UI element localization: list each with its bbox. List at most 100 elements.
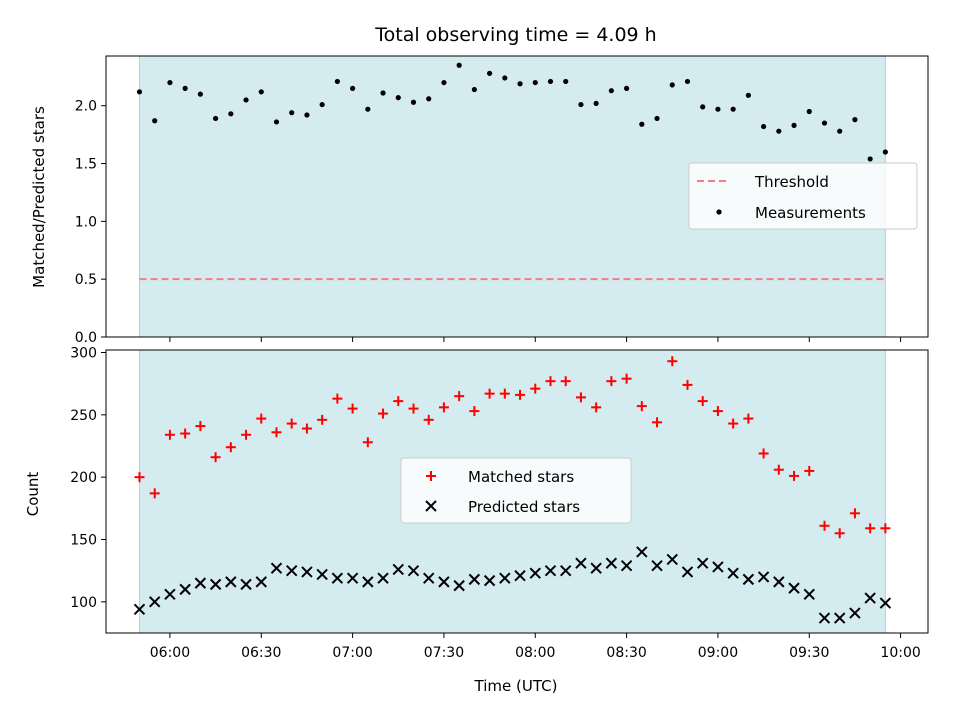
predicted-star-point-b <box>834 612 846 624</box>
measurement-point <box>395 95 401 101</box>
predicted-star-point <box>544 564 557 577</box>
predicted-star-point-b <box>316 568 328 581</box>
predicted-star-point-b <box>864 592 876 604</box>
measurement-point <box>471 86 477 93</box>
predicted-star-point <box>270 562 283 574</box>
measurement-point <box>273 119 280 125</box>
predicted-star-point <box>362 576 374 588</box>
matched-star-point <box>545 376 556 387</box>
predicted-star-point-b <box>636 546 648 558</box>
predicted-star-point <box>849 607 861 619</box>
predicted-star-point-b <box>133 603 146 616</box>
predicted-star-point <box>651 559 663 572</box>
predicted-star-point <box>392 563 404 576</box>
predicted-star-point <box>788 582 800 594</box>
predicted-star-point <box>636 546 648 558</box>
matched-star-point <box>758 448 769 459</box>
predicted-star-point <box>407 564 420 577</box>
predicted-star-point-b <box>164 588 176 601</box>
predicted-star-point-b <box>514 569 526 582</box>
matched-star-point <box>271 427 282 438</box>
predicted-star-point <box>834 612 846 624</box>
predicted-star-point-b <box>362 576 374 588</box>
matched-star-point <box>332 393 343 404</box>
matched-star-point <box>256 413 267 424</box>
matched-star-point <box>682 379 693 390</box>
predicted-star-point-b <box>803 588 815 601</box>
measurement-point <box>639 121 645 127</box>
predicted-star-point <box>316 568 328 581</box>
bottom-legend: Matched stars Predicted stars <box>400 457 632 524</box>
predicted-star-point-b <box>620 559 633 572</box>
predicted-star-point <box>255 576 267 588</box>
matched-star-point <box>819 520 830 531</box>
predicted-star-point <box>331 572 344 584</box>
predicted-star-point <box>864 592 876 604</box>
matched-star-point <box>575 392 586 403</box>
predicted-star-point <box>179 583 191 596</box>
measurement-point <box>700 104 706 110</box>
matched-star-point <box>743 413 754 424</box>
measurement-point <box>365 106 371 112</box>
predicted-star-point <box>803 588 815 601</box>
bottom-x-tick-label: 07:00 <box>332 645 372 661</box>
matched-star-point <box>134 472 145 483</box>
bottom-y-tick-label: 300 <box>70 345 97 361</box>
predicted-star-point <box>225 576 237 588</box>
top-axes-frame <box>105 55 929 338</box>
predicted-star-point <box>666 553 678 566</box>
bottom-x-tick-label: 08:30 <box>606 645 646 661</box>
predicted-star-point-b <box>529 567 541 579</box>
bottom-x-tick-label: 09:00 <box>698 645 738 661</box>
bottom-legend-box <box>400 457 632 524</box>
legend-matched-swatch <box>426 471 436 481</box>
measurement-point <box>837 128 843 134</box>
predicted-star-point-b <box>270 562 283 574</box>
measurement-point <box>487 70 493 76</box>
matched-star-point <box>195 421 206 432</box>
top-x-axis <box>169 337 902 342</box>
predicted-star-point-b <box>499 572 511 584</box>
measurement-point <box>745 92 751 98</box>
predicted-star-point <box>697 557 709 569</box>
measurement-point <box>882 149 888 155</box>
measurement-point <box>410 99 417 105</box>
matched-star-point <box>180 428 191 439</box>
matched-star-point <box>164 429 175 440</box>
predicted-star-point-b <box>788 582 800 594</box>
measurement-point <box>715 106 721 112</box>
top-y-tick-label: 0.0 <box>75 330 97 346</box>
matched-star-point <box>880 523 891 534</box>
measurement-point <box>213 115 219 122</box>
predicted-star-point-b <box>575 557 587 569</box>
predicted-star-point <box>286 564 298 577</box>
predicted-star-point-b <box>742 573 755 586</box>
measurement-point <box>669 82 675 88</box>
predicted-star-point <box>438 576 450 588</box>
measurement-point <box>532 79 538 86</box>
predicted-star-point <box>194 577 207 589</box>
matched-star-point <box>636 401 647 412</box>
measurement-point <box>258 89 264 95</box>
predicted-star-point-b <box>438 576 450 588</box>
bottom-x-tick-label: 10:00 <box>880 645 920 661</box>
measurement-point <box>791 122 797 128</box>
bottom-x-tick-label: 06:30 <box>241 645 281 661</box>
predicted-star-point-b <box>194 577 207 589</box>
bottom-y-tick-label: 150 <box>70 532 97 548</box>
measurement-point <box>654 115 660 122</box>
bottom-x-tick-label: 09:30 <box>789 645 829 661</box>
predicted-star-point <box>590 562 602 574</box>
predicted-star-point-b <box>712 561 724 573</box>
matched-star-point <box>804 465 815 476</box>
matched-star-point <box>773 464 784 475</box>
legend-measurements-swatch <box>716 209 722 215</box>
predicted-star-point-b <box>240 578 252 591</box>
measurement-point <box>456 62 462 68</box>
predicted-star-point <box>712 561 724 573</box>
matched-star-point <box>362 437 373 448</box>
matched-star-point <box>728 418 739 429</box>
matched-star-point <box>393 396 404 407</box>
predicted-star-point <box>681 566 694 578</box>
